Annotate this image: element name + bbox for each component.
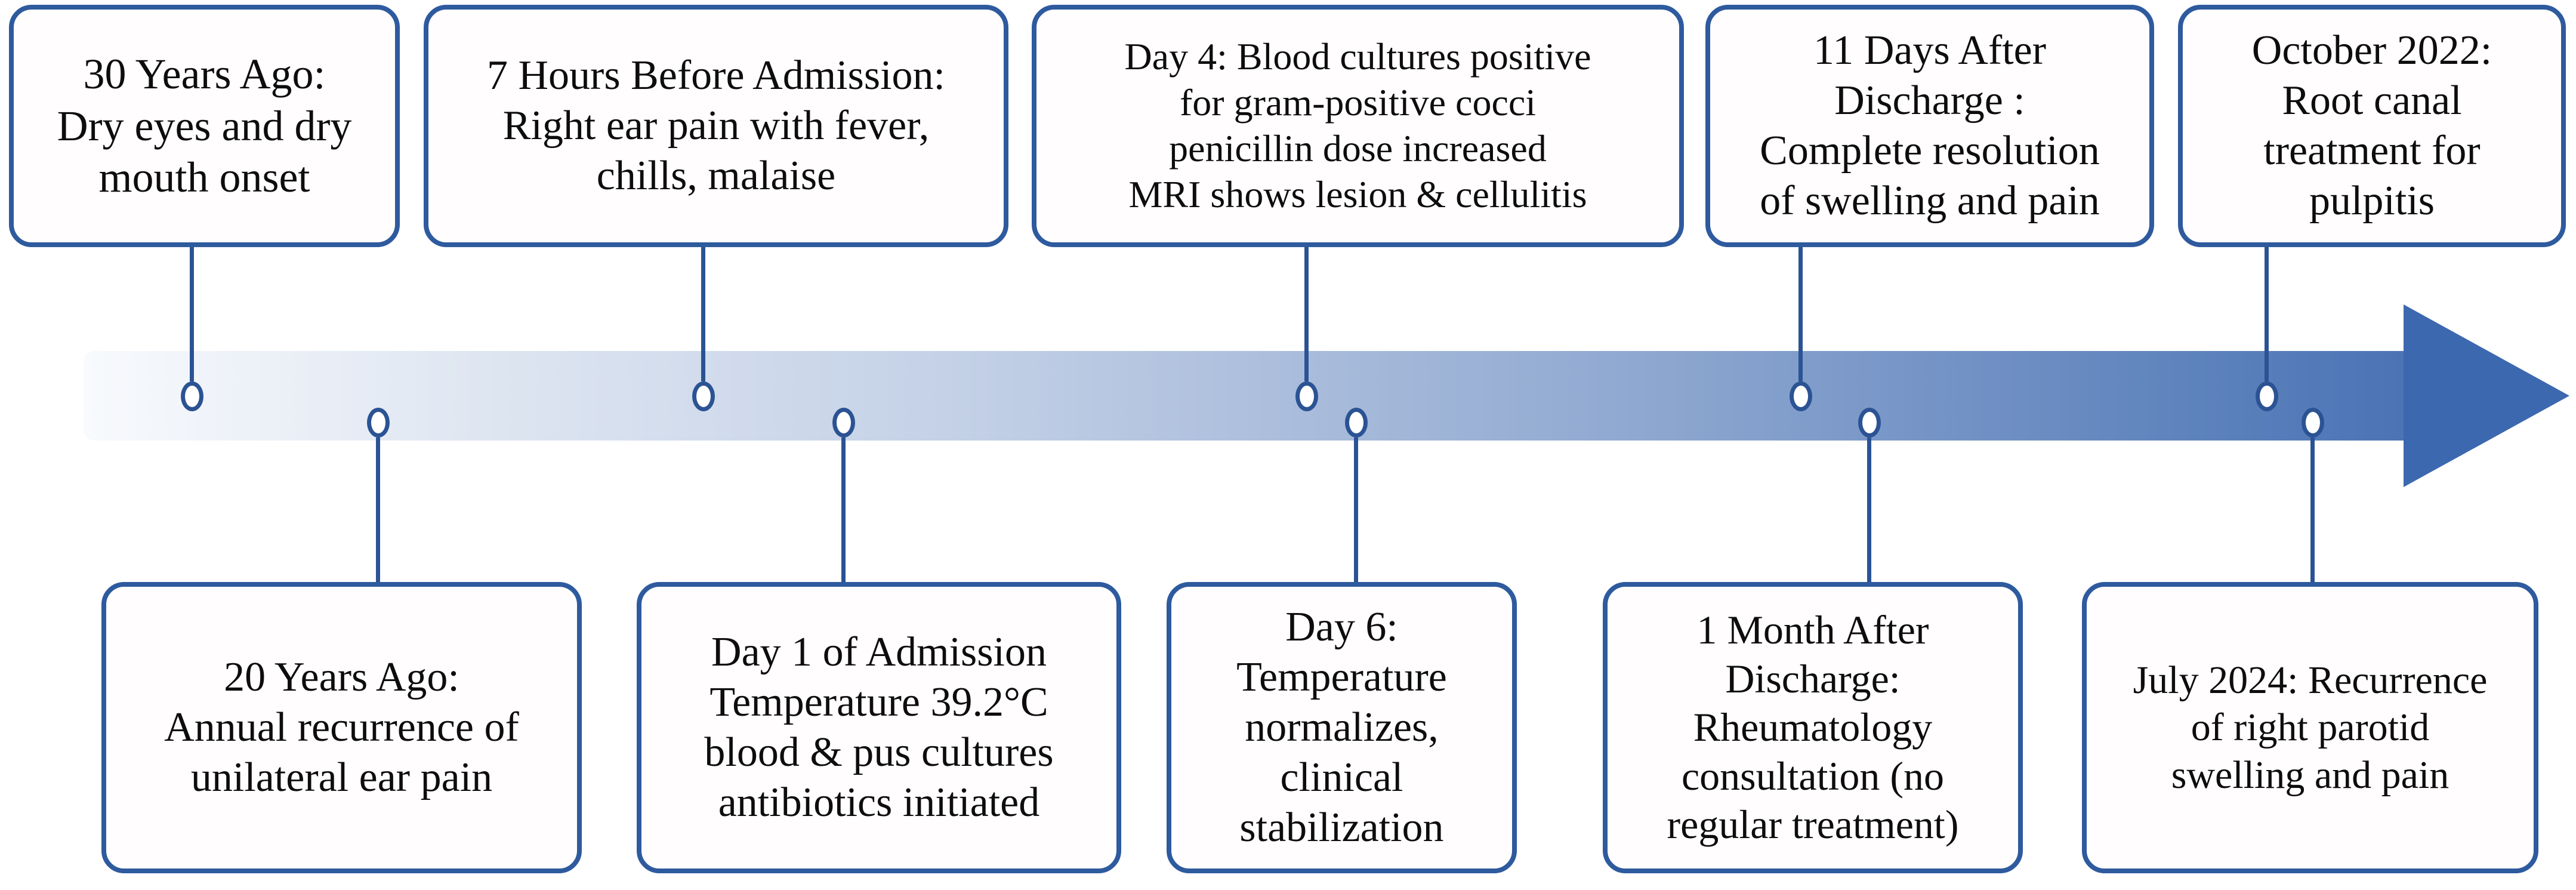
timeline-arrow-band <box>84 351 2404 441</box>
connector-bottom-day-6 <box>1354 438 1358 582</box>
event-text: 30 Years Ago: Dry eyes and dry mouth ons… <box>57 50 352 202</box>
event-text: 1 Month After Discharge: Rheumatology co… <box>1667 607 1959 848</box>
timeline-dot-30-years-ago <box>181 381 203 411</box>
event-box-30-years-ago: 30 Years Ago: Dry eyes and dry mouth ons… <box>9 5 400 247</box>
timeline-dot-1-month-after-discharge <box>1858 408 1881 438</box>
event-box-day-4: Day 4: Blood cultures positive for gram-… <box>1032 5 1684 247</box>
connector-top-7-hours-before-admission <box>701 242 705 381</box>
timeline-dot-day-1 <box>832 408 855 438</box>
event-text: Day 6: Temperature normalizes, clinical … <box>1236 604 1447 851</box>
connector-bottom-day-1 <box>841 438 846 582</box>
event-box-july-2024: July 2024: Recurrence of right parotid s… <box>2082 582 2538 873</box>
connector-bottom-20-years-ago <box>376 438 380 582</box>
event-text: Day 1 of Admission Temperature 39.2°C bl… <box>704 629 1054 826</box>
connector-top-october-2022 <box>2265 242 2269 381</box>
connector-bottom-july-2024 <box>2310 438 2315 582</box>
event-box-7-hours-before-admission: 7 Hours Before Admission: Right ear pain… <box>424 5 1008 247</box>
event-box-day-1: Day 1 of Admission Temperature 39.2°C bl… <box>637 582 1121 873</box>
timeline-arrowhead-icon <box>2404 304 2569 487</box>
connector-top-11-days-after-discharge <box>1798 242 1803 381</box>
event-box-11-days-after-discharge: 11 Days After Discharge : Complete resol… <box>1705 5 2154 247</box>
event-text: October 2022: Root canal treatment for p… <box>2251 27 2492 224</box>
timeline-dot-11-days-after-discharge <box>1790 381 1812 411</box>
event-text: Day 4: Blood cultures positive for gram-… <box>1124 35 1591 215</box>
event-box-1-month-after-discharge: 1 Month After Discharge: Rheumatology co… <box>1603 582 2023 873</box>
timeline-dot-20-years-ago <box>367 408 390 438</box>
timeline-dot-day-6 <box>1345 408 1368 438</box>
connector-top-day-4 <box>1304 242 1309 381</box>
timeline-dot-7-hours-before-admission <box>692 381 715 411</box>
timeline-dot-october-2022 <box>2256 381 2278 411</box>
timeline-dot-day-4 <box>1295 381 1318 411</box>
event-box-day-6: Day 6: Temperature normalizes, clinical … <box>1167 582 1517 873</box>
connector-top-30-years-ago <box>190 242 194 381</box>
event-box-20-years-ago: 20 Years Ago: Annual recurrence of unila… <box>101 582 582 873</box>
timeline-dot-july-2024 <box>2302 408 2324 438</box>
event-text: 20 Years Ago: Annual recurrence of unila… <box>164 654 519 800</box>
event-box-october-2022: October 2022: Root canal treatment for p… <box>2178 5 2566 247</box>
connector-bottom-1-month-after-discharge <box>1867 438 1871 582</box>
event-text: July 2024: Recurrence of right parotid s… <box>2133 658 2488 797</box>
event-text: 11 Days After Discharge : Complete resol… <box>1760 27 2100 224</box>
event-text: 7 Hours Before Admission: Right ear pain… <box>486 53 946 199</box>
